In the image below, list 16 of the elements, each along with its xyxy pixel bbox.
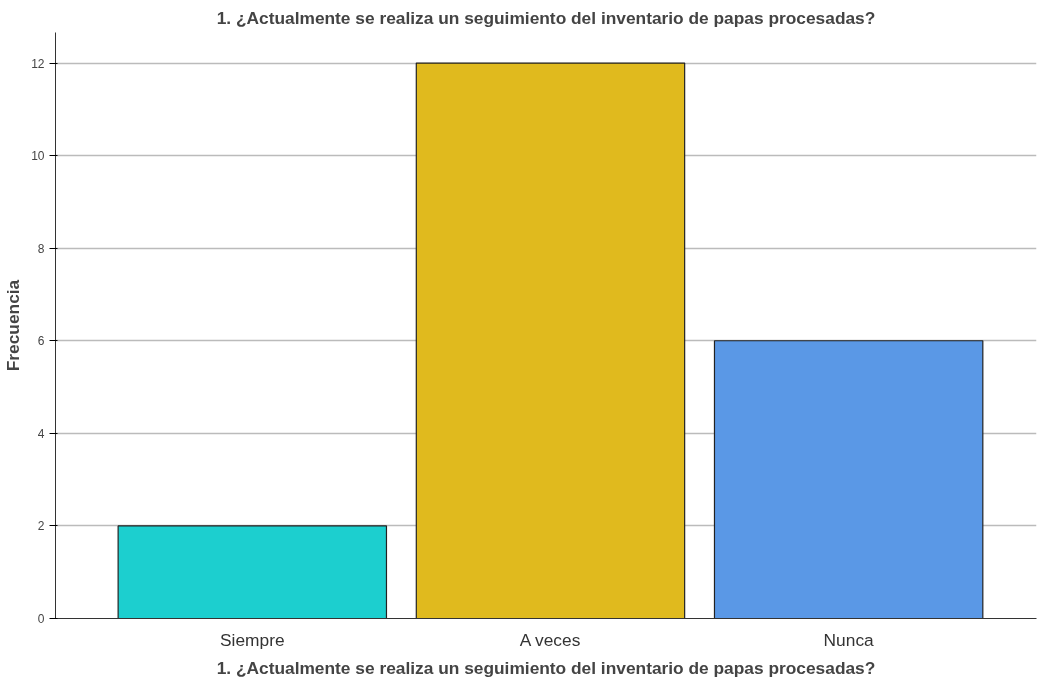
y-tick-label: 8 (37, 241, 45, 256)
bar (117, 525, 388, 619)
x-axis-title: 1. ¿Actualmente se realiza un seguimiento del inventario de papas procesadas? (216, 657, 876, 678)
x-tick-label: Nunca (823, 629, 875, 650)
y-axis-title: Frecuencia (3, 279, 24, 372)
y-tick-label: 4 (37, 426, 45, 441)
x-tick-label: A veces (519, 629, 581, 650)
bar (415, 62, 686, 619)
y-tick-label: 10 (31, 149, 45, 164)
y-tick-label: 12 (31, 56, 45, 71)
y-tick-label: 0 (37, 612, 45, 626)
y-tick-label: 6 (37, 334, 45, 349)
x-tick-label: Siempre (220, 629, 285, 650)
bar (713, 340, 984, 619)
y-tick-label: 2 (37, 519, 45, 534)
chart-title: 1. ¿Actualmente se realiza un seguimiento del inventario de papas procesadas? (216, 7, 876, 28)
